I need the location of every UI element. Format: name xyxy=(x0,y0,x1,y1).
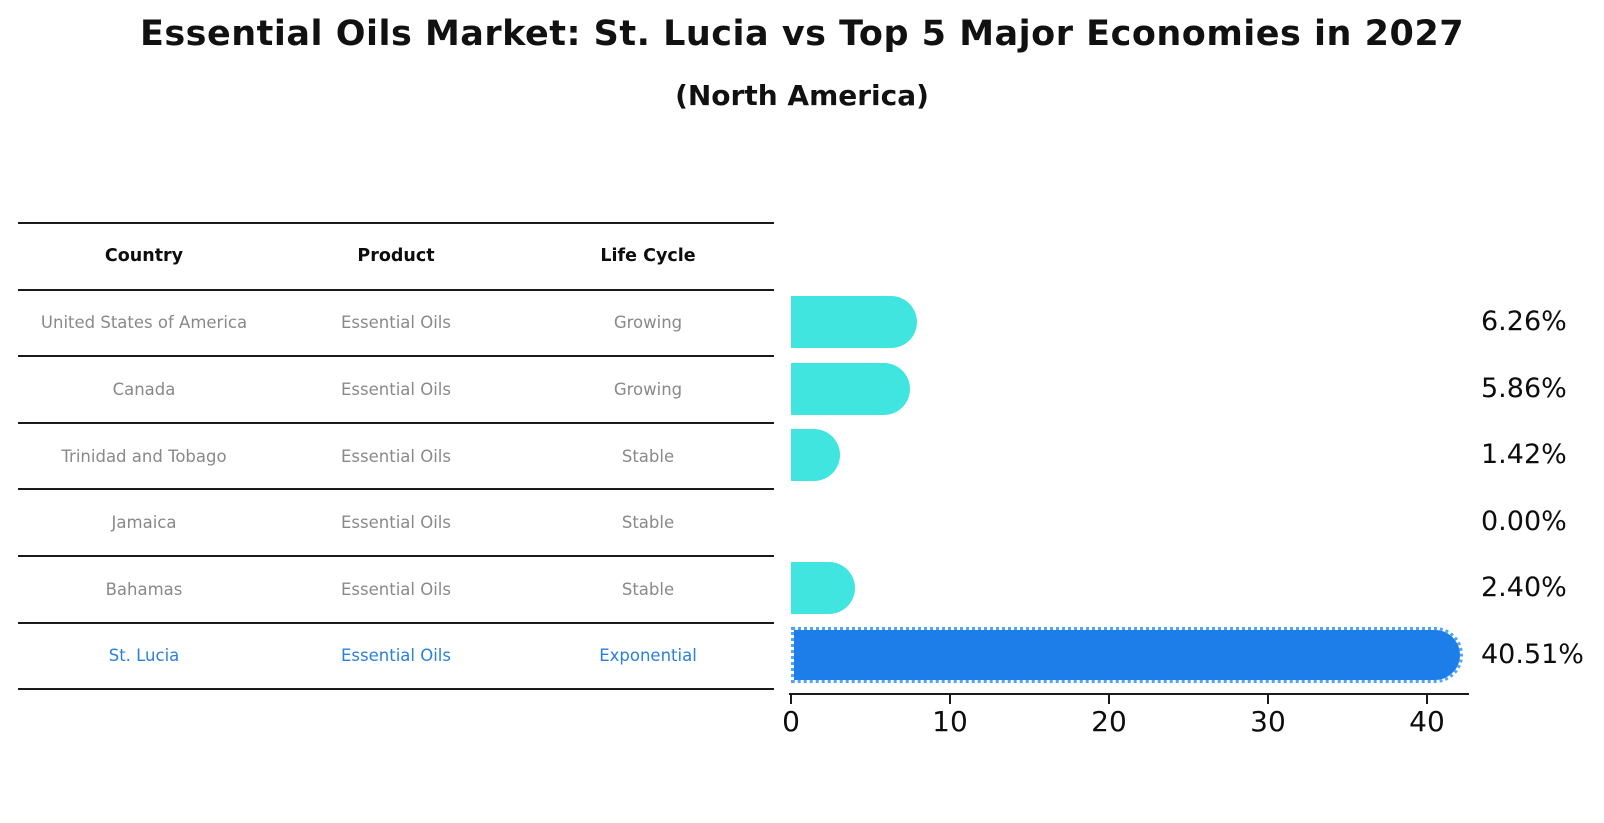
cell-country: Jamaica xyxy=(111,513,177,533)
bar xyxy=(791,429,840,482)
bar xyxy=(791,295,917,348)
column-header-country: Country xyxy=(104,246,184,267)
country-table: Country Product Life Cycle United States o… xyxy=(18,222,774,691)
cell-product: Essential Oils xyxy=(341,313,451,333)
cell-product: Essential Oils xyxy=(341,446,451,466)
table-row: Canada Essential Oils Growing xyxy=(18,357,774,424)
cell-product: Essential Oils xyxy=(341,379,451,399)
cell-life-cycle: Growing xyxy=(613,379,683,399)
bar-value-label: 0.00% xyxy=(1481,505,1567,537)
cell-country: St. Lucia xyxy=(108,646,180,666)
x-axis-tick-label: 10 xyxy=(932,705,968,738)
cell-product: Essential Oils xyxy=(341,513,451,533)
column-header-product: Product xyxy=(357,246,435,267)
x-axis-tick-label: 30 xyxy=(1250,705,1286,738)
cell-product: Essential Oils xyxy=(341,646,451,666)
bar xyxy=(791,362,911,415)
bar-value-label: 5.86% xyxy=(1481,372,1567,404)
bar-value-label: 2.40% xyxy=(1481,572,1567,604)
cell-life-cycle: Growing xyxy=(613,313,683,333)
bar-value-label: 6.26% xyxy=(1481,305,1567,337)
cell-country: United States of America xyxy=(40,313,248,333)
table-row: Bahamas Essential Oils Stable xyxy=(18,557,774,624)
table-header-row: Country Product Life Cycle xyxy=(18,224,774,291)
cell-country: Bahamas xyxy=(105,579,183,599)
x-axis-tick-label: 40 xyxy=(1409,705,1445,738)
x-axis-tick xyxy=(790,695,792,704)
cell-life-cycle: Stable xyxy=(621,513,675,533)
x-axis-line xyxy=(789,693,1469,695)
x-axis-tick-label: 0 xyxy=(782,705,800,738)
x-axis-tick xyxy=(1426,695,1428,704)
table-row: Trinidad and Tobago Essential Oils Stable xyxy=(18,424,774,491)
column-header-life-cycle: Life Cycle xyxy=(600,246,696,267)
x-axis-tick xyxy=(1267,695,1269,704)
x-axis-tick xyxy=(949,695,951,704)
bar-value-label: 40.51% xyxy=(1481,638,1584,670)
cell-country: Trinidad and Tobago xyxy=(61,446,227,466)
x-axis-tick-label: 20 xyxy=(1091,705,1127,738)
chart-title: Essential Oils Market: St. Lucia vs Top … xyxy=(139,14,1465,54)
table-row: St. Lucia Essential Oils Exponential xyxy=(18,624,774,691)
bar-highlight xyxy=(791,626,1464,683)
chart-subtitle: (North America) xyxy=(675,79,929,112)
cell-life-cycle: Stable xyxy=(621,579,675,599)
cell-life-cycle: Exponential xyxy=(599,646,697,666)
table-row: Jamaica Essential Oils Stable xyxy=(18,490,774,557)
bar-value-label: 1.42% xyxy=(1481,439,1567,471)
cell-country: Canada xyxy=(112,379,176,399)
x-axis-tick xyxy=(1108,695,1110,704)
cell-product: Essential Oils xyxy=(341,579,451,599)
bar xyxy=(791,562,856,615)
table-row: United States of America Essential Oils Gr… xyxy=(18,291,774,358)
cell-life-cycle: Stable xyxy=(621,446,675,466)
